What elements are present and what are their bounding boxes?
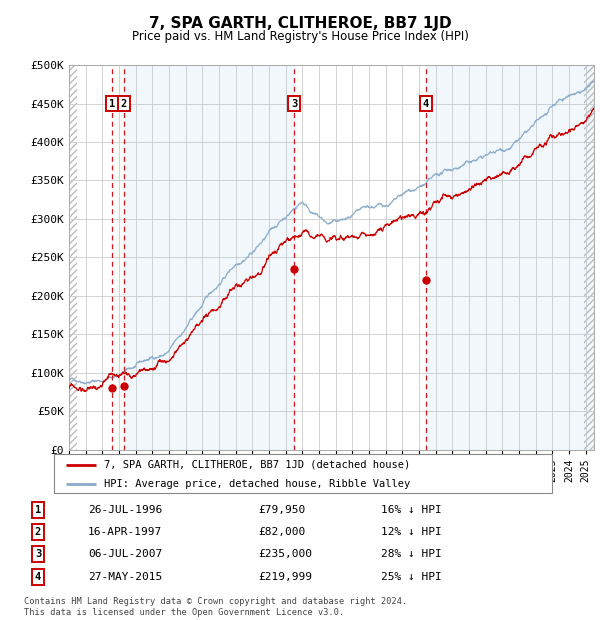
FancyBboxPatch shape (54, 454, 552, 493)
Text: £79,950: £79,950 (259, 505, 305, 515)
Text: 3: 3 (291, 99, 297, 108)
Text: 7, SPA GARTH, CLITHEROE, BB7 1JD: 7, SPA GARTH, CLITHEROE, BB7 1JD (149, 16, 451, 31)
Text: 16% ↓ HPI: 16% ↓ HPI (381, 505, 442, 515)
Text: 4: 4 (423, 99, 429, 108)
Text: 06-JUL-2007: 06-JUL-2007 (88, 549, 163, 559)
Bar (426, 65, 594, 450)
Text: 2: 2 (35, 527, 41, 537)
Text: 28% ↓ HPI: 28% ↓ HPI (381, 549, 442, 559)
Bar (584, 65, 594, 450)
Text: 1: 1 (35, 505, 41, 515)
Text: 25% ↓ HPI: 25% ↓ HPI (381, 572, 442, 582)
Text: 2: 2 (121, 99, 127, 108)
Text: HPI: Average price, detached house, Ribble Valley: HPI: Average price, detached house, Ribb… (104, 479, 410, 489)
Text: 12% ↓ HPI: 12% ↓ HPI (381, 527, 442, 537)
Text: Contains HM Land Registry data © Crown copyright and database right 2024.
This d: Contains HM Land Registry data © Crown c… (24, 598, 407, 617)
Text: 4: 4 (35, 572, 41, 582)
Bar (69, 65, 77, 450)
Bar (124, 65, 294, 450)
Text: £219,999: £219,999 (259, 572, 313, 582)
Text: Price paid vs. HM Land Registry's House Price Index (HPI): Price paid vs. HM Land Registry's House … (131, 30, 469, 43)
Text: 16-APR-1997: 16-APR-1997 (88, 527, 163, 537)
Text: 27-MAY-2015: 27-MAY-2015 (88, 572, 163, 582)
Text: £82,000: £82,000 (259, 527, 305, 537)
Text: 7, SPA GARTH, CLITHEROE, BB7 1JD (detached house): 7, SPA GARTH, CLITHEROE, BB7 1JD (detach… (104, 460, 410, 470)
Text: £235,000: £235,000 (259, 549, 313, 559)
Text: 1: 1 (109, 99, 115, 108)
Text: 3: 3 (35, 549, 41, 559)
Text: 26-JUL-1996: 26-JUL-1996 (88, 505, 163, 515)
